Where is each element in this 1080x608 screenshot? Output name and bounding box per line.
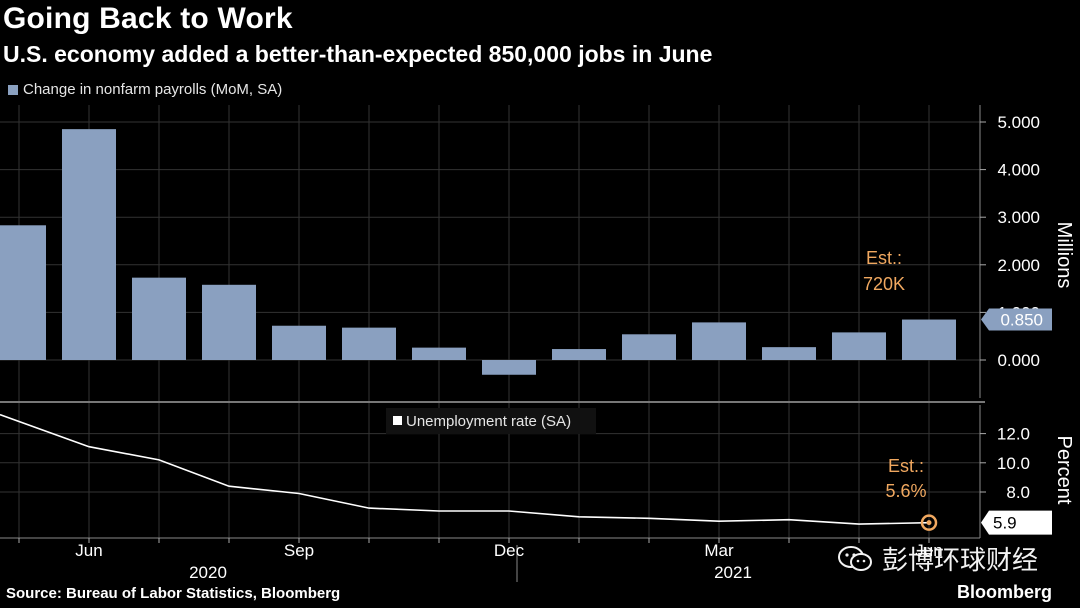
estimate-label: Est.: bbox=[866, 248, 902, 268]
payroll-bar bbox=[62, 129, 116, 360]
source-note: Source: Bureau of Labor Statistics, Bloo… bbox=[6, 585, 341, 602]
chart-subtitle: U.S. economy added a better-than-expecte… bbox=[3, 41, 713, 67]
payroll-bar bbox=[692, 322, 746, 360]
latest-point-dot bbox=[926, 520, 932, 526]
x-tick-label: Mar bbox=[704, 541, 734, 560]
y-tick-label: 2.000 bbox=[997, 256, 1040, 275]
y-tick-label: 3.000 bbox=[997, 208, 1040, 227]
y-axis-title: Percent bbox=[1053, 436, 1075, 505]
x-tick-label: Sep bbox=[284, 541, 314, 560]
watermark: 彭博环球财经 bbox=[838, 540, 1038, 577]
watermark-label: 彭博环球财经 bbox=[882, 545, 1039, 575]
payroll-bar bbox=[342, 327, 396, 360]
x-tick-label: Jun bbox=[75, 541, 102, 560]
line-legend-box bbox=[386, 408, 596, 434]
last-value-tag bbox=[981, 510, 1052, 535]
x-tick-label: Jun bbox=[915, 541, 942, 560]
y-tick-label: 5.000 bbox=[997, 113, 1040, 132]
last-value-label: 5.9 bbox=[993, 514, 1017, 533]
x-year-label: 2021 bbox=[714, 563, 752, 582]
chart-title: Going Back to Work bbox=[3, 2, 293, 35]
bar-legend-label: Change in nonfarm payrolls (MoM, SA) bbox=[23, 81, 283, 98]
payroll-bar bbox=[552, 349, 606, 360]
y-tick-label: 10.0 bbox=[997, 454, 1030, 473]
bar-legend: Change in nonfarm payrolls (MoM, SA) bbox=[8, 81, 282, 98]
payroll-bar bbox=[412, 347, 466, 360]
line-legend-label: Unemployment rate (SA) bbox=[406, 413, 571, 430]
payroll-bar bbox=[832, 332, 886, 360]
payroll-bar bbox=[202, 284, 256, 360]
y-tick-label: 0.000 bbox=[997, 351, 1040, 370]
payroll-bar bbox=[762, 347, 816, 360]
x-tick-label: Dec bbox=[494, 541, 525, 560]
payroll-bar bbox=[622, 334, 676, 360]
payroll-bar bbox=[902, 319, 956, 360]
x-year-label: 2020 bbox=[189, 563, 227, 582]
payroll-bar bbox=[0, 225, 46, 360]
estimate-point-marker bbox=[920, 514, 938, 531]
y-axis-title: Millions bbox=[1053, 222, 1075, 289]
y-tick-label: 12.0 bbox=[997, 425, 1030, 444]
y-tick-label: 8.0 bbox=[1006, 483, 1030, 502]
last-value-tag bbox=[981, 308, 1052, 331]
wechat-icon bbox=[838, 545, 872, 571]
estimate-value: 720K bbox=[863, 274, 905, 294]
last-value-label: 0.850 bbox=[1000, 311, 1043, 330]
estimate-label: Est.: bbox=[888, 456, 924, 476]
payroll-bar bbox=[272, 325, 326, 360]
y-tick-label: 4.000 bbox=[997, 161, 1040, 180]
payroll-bar bbox=[482, 360, 536, 375]
line-legend-swatch bbox=[393, 416, 402, 425]
estimate-value: 5.6% bbox=[885, 481, 926, 501]
brand-logo: Bloomberg bbox=[956, 582, 1052, 602]
unemployment-line bbox=[0, 413, 930, 525]
bar-legend-swatch bbox=[8, 84, 18, 95]
payroll-bar bbox=[132, 277, 186, 360]
